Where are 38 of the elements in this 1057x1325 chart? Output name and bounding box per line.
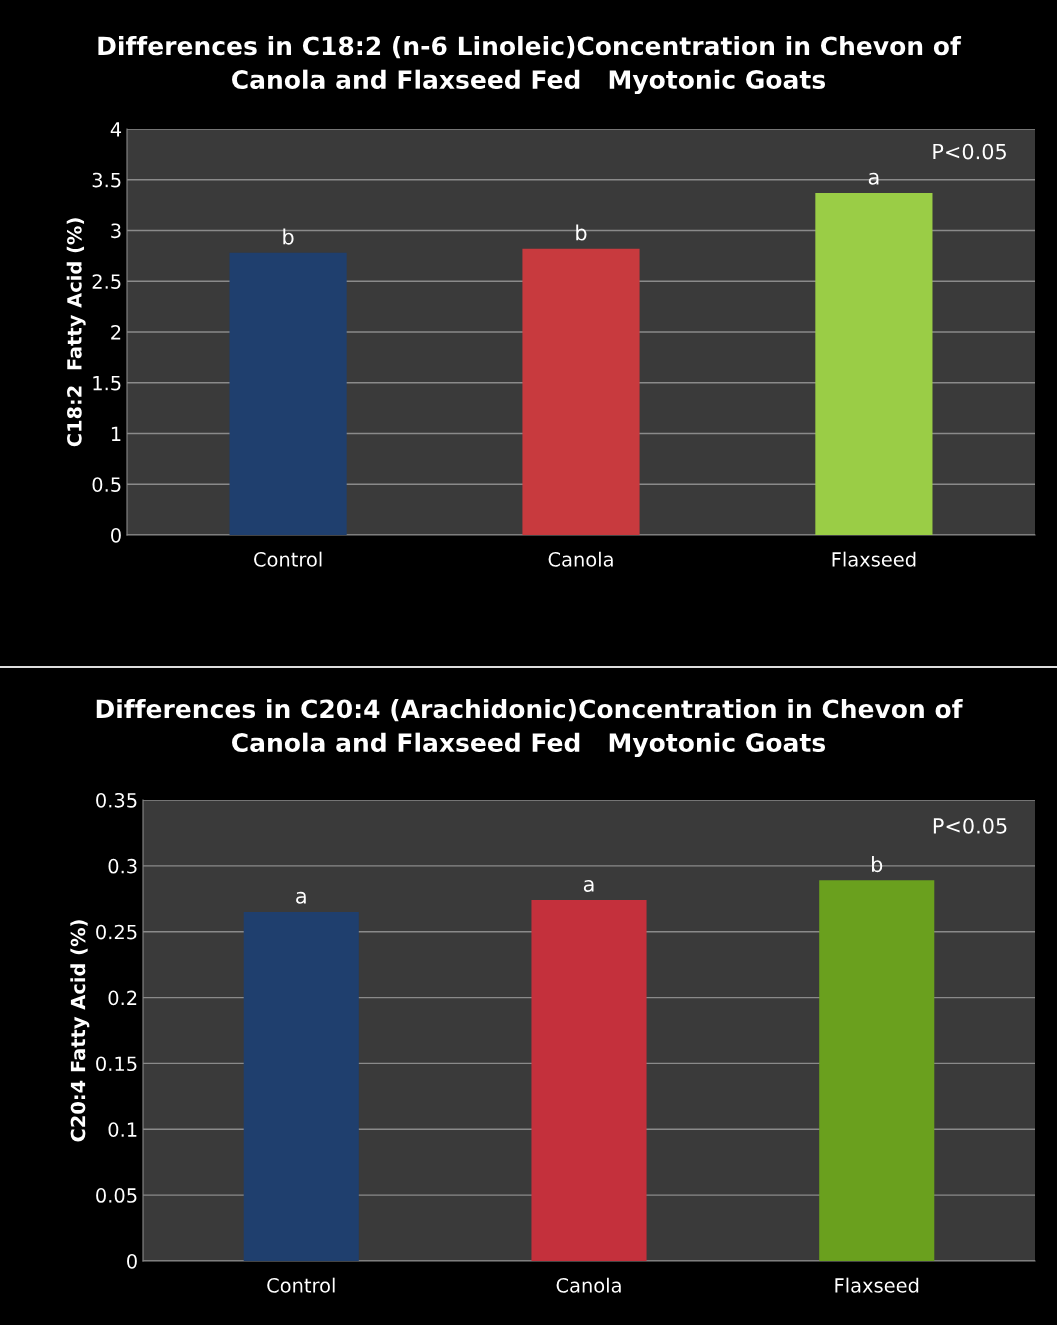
- bar: [229, 252, 347, 535]
- annotation: a: [296, 891, 306, 904]
- x-tick-label: Canola: [556, 1277, 621, 1293]
- annotation: P<0.05: [933, 817, 1007, 834]
- y-tick-label: 0.2: [108, 990, 137, 1006]
- y-tick-label: 0.5: [92, 477, 121, 492]
- annotation: a: [868, 172, 879, 185]
- y-axis-title: C18:2 Fatty Acid (%): [66, 218, 86, 447]
- y-tick-label: 0.05: [96, 1188, 137, 1203]
- chart-title: Differences in C20:4 (Arachidonic)Concentration in Chevon of Canola and Flaxseed Fed Myotonic Goats: [96, 698, 963, 758]
- bar: [815, 192, 933, 535]
- x-tick-label: Control: [267, 1277, 335, 1293]
- bar: [522, 248, 640, 535]
- y-tick-label: 3.5: [92, 172, 121, 188]
- annotation: a: [583, 879, 594, 892]
- y-tick-label: 1: [111, 426, 121, 441]
- x-tick-label: Flaxseed: [832, 551, 916, 567]
- y-tick-label: 0: [127, 1253, 137, 1269]
- annotation: P<0.05: [933, 143, 1006, 160]
- y-tick-label: 0.3: [108, 858, 137, 874]
- y-tick-label: 4: [110, 122, 122, 137]
- annotation: b: [576, 224, 587, 241]
- chart-title: Differences in C18:2 (n-6 Linoleic)Concentration in Chevon of Canola and Flaxseed Fed Myotonic Goats: [98, 35, 962, 95]
- y-tick-label: 0.35: [96, 792, 137, 808]
- annotation: b: [872, 856, 883, 873]
- y-tick-label: 2.5: [92, 274, 121, 289]
- y-tick-label: 0.1: [108, 1122, 137, 1137]
- x-tick-label: Control: [254, 551, 322, 567]
- y-tick-label: 0: [111, 527, 121, 543]
- y-tick-label: 0.25: [96, 924, 137, 940]
- y-tick-label: 2: [111, 324, 121, 340]
- x-tick-label: Flaxseed: [835, 1277, 919, 1293]
- y-tick-label: 0.15: [96, 1056, 137, 1072]
- annotation: b: [283, 228, 294, 245]
- y-tick-label: 1.5: [93, 375, 121, 391]
- y-axis-title: C20:4 Fatty Acid (%): [70, 920, 90, 1142]
- y-tick-label: 3: [111, 223, 121, 239]
- x-tick-label: Canola: [548, 551, 613, 567]
